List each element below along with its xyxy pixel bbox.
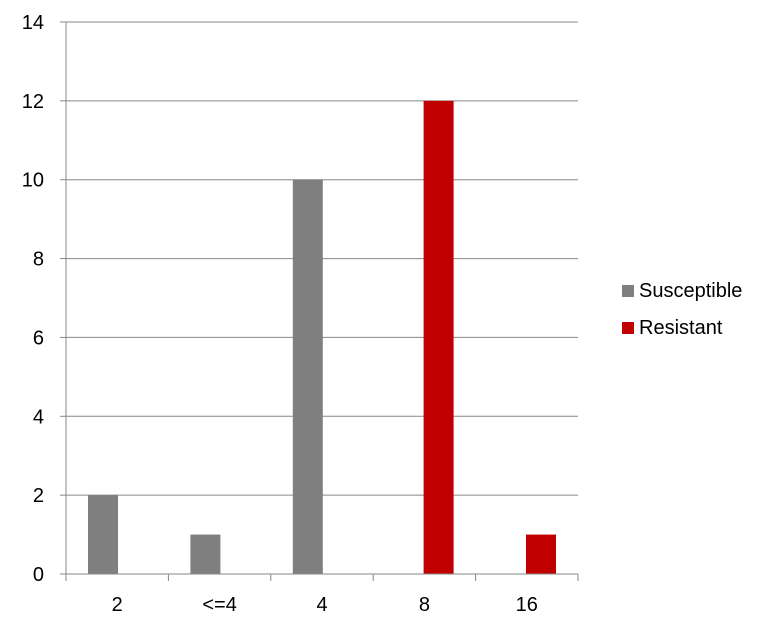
x-tick-label: 2	[112, 594, 123, 616]
y-tick-label: 0	[33, 564, 44, 586]
x-tick-label: 16	[516, 594, 538, 616]
bar-susceptible-1	[190, 534, 221, 574]
y-tick-label: 12	[22, 91, 44, 113]
y-tick-label: 6	[33, 327, 44, 349]
x-tick-label: <=4	[202, 594, 236, 616]
legend-item-susceptible: Susceptible	[622, 276, 742, 306]
y-tick-label: 14	[22, 12, 44, 34]
bar-resistant-4	[526, 534, 556, 574]
y-tick-label: 10	[22, 170, 44, 192]
x-tick-label: 4	[316, 594, 327, 616]
legend-swatch-resistant	[622, 322, 634, 334]
bar-susceptible-0	[88, 495, 118, 574]
legend-label-susceptible: Susceptible	[639, 279, 743, 302]
y-tick-label: 4	[33, 406, 44, 428]
y-tick-label: 2	[33, 485, 44, 507]
legend-label-resistant: Resistant	[639, 316, 723, 339]
bar-resistant-3	[423, 100, 454, 574]
bar-susceptible-2	[292, 179, 323, 574]
legend-swatch-susceptible	[622, 285, 634, 297]
legend: Susceptible Resistant	[622, 276, 742, 350]
y-tick-label: 8	[33, 249, 44, 271]
legend-item-resistant: Resistant	[622, 313, 742, 343]
x-tick-label: 8	[419, 594, 430, 616]
